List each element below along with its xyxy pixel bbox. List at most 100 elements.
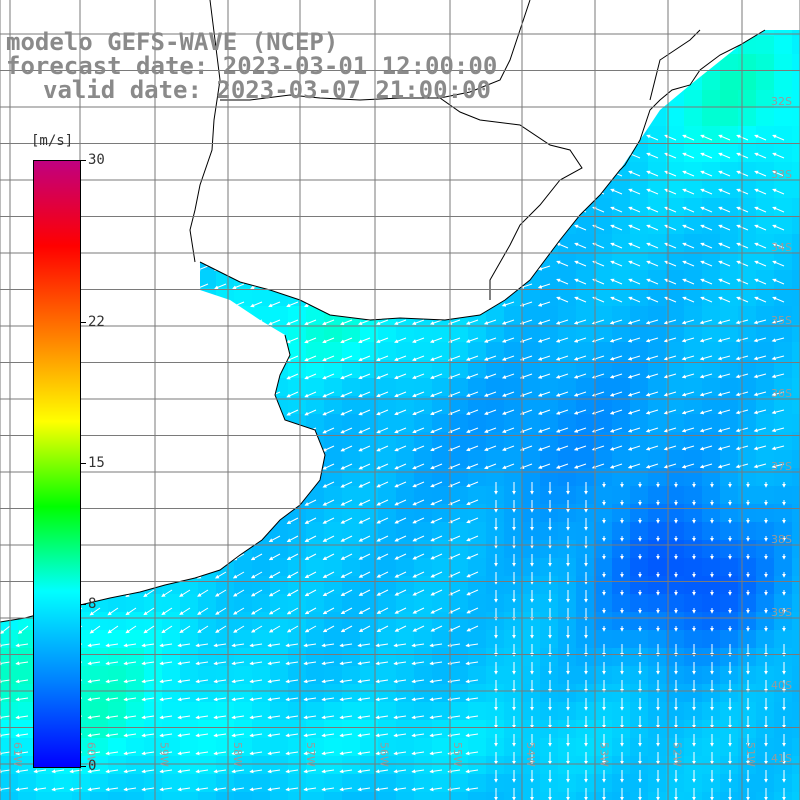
wind-speed-cell — [702, 558, 720, 576]
wind-speed-cell — [738, 234, 756, 252]
wind-speed-cell — [432, 576, 450, 594]
wind-speed-cell — [666, 576, 684, 594]
wind-speed-cell — [414, 414, 432, 432]
wind-speed-cell — [630, 720, 648, 738]
wind-speed-cell — [792, 396, 800, 414]
wind-speed-cell — [594, 378, 612, 396]
wind-speed-cell — [666, 468, 684, 486]
wind-arrow — [501, 355, 515, 361]
wind-speed-cell — [720, 414, 738, 432]
wind-arrow — [555, 319, 569, 325]
wind-speed-cell — [792, 576, 800, 594]
wind-speed-cell — [702, 414, 720, 432]
wind-speed-cell — [666, 486, 684, 504]
longitude-label: 53W — [597, 742, 610, 767]
wind-speed-cell — [774, 720, 792, 738]
wind-arrow — [772, 152, 785, 159]
wind-speed-cell — [486, 306, 504, 324]
wind-speed-cell — [558, 342, 576, 360]
wind-speed-cell — [378, 396, 396, 414]
wind-speed-cell — [756, 558, 774, 576]
wind-speed-cell — [432, 666, 450, 684]
wind-speed-cell — [522, 414, 540, 432]
wind-speed-cell — [324, 558, 342, 576]
wind-speed-cell — [486, 648, 504, 666]
wind-speed-cell — [360, 342, 378, 360]
wind-arrow — [573, 319, 587, 325]
wind-speed-cell — [18, 702, 36, 720]
wind-speed-cell — [702, 252, 720, 270]
wind-speed-cell — [702, 504, 720, 522]
wind-speed-cell — [216, 576, 234, 594]
wind-speed-cell — [630, 252, 648, 270]
wind-speed-cell — [342, 720, 360, 738]
wind-arrow — [574, 224, 587, 231]
wind-arrow — [483, 337, 497, 343]
wind-speed-cell — [216, 684, 234, 702]
wind-speed-cell — [648, 126, 666, 144]
wind-speed-cell — [738, 162, 756, 180]
wind-speed-cell — [522, 684, 540, 702]
wind-speed-cell — [576, 594, 594, 612]
wind-speed-cell — [396, 558, 414, 576]
wind-speed-cell — [540, 684, 558, 702]
wind-speed-cell — [396, 342, 414, 360]
wind-speed-cell — [198, 702, 216, 720]
wind-speed-cell — [108, 756, 126, 774]
wind-arrow — [663, 319, 677, 325]
wind-speed-cell — [360, 792, 378, 800]
wind-arrow — [681, 355, 695, 361]
wind-speed-cell — [594, 414, 612, 432]
wind-arrow — [214, 283, 227, 290]
wind-speed-cell — [720, 702, 738, 720]
wind-speed-cell — [648, 378, 666, 396]
wind-speed-cell — [774, 576, 792, 594]
wind-speed-cell — [594, 486, 612, 504]
wind-speed-cell — [612, 684, 630, 702]
wind-speed-cell — [522, 738, 540, 756]
wind-speed-cell — [756, 630, 774, 648]
wind-speed-cell — [630, 702, 648, 720]
wind-speed-cell — [666, 324, 684, 342]
wind-arrow — [519, 355, 533, 361]
wind-speed-cell — [306, 612, 324, 630]
wind-speed-cell — [612, 252, 630, 270]
longitude-label: 58W — [231, 742, 244, 767]
wind-speed-cell — [648, 720, 666, 738]
wind-speed-cell — [486, 576, 504, 594]
wind-speed-cell — [162, 594, 180, 612]
wind-speed-cell — [486, 360, 504, 378]
wind-speed-cell — [738, 792, 756, 800]
wind-arrow — [754, 278, 767, 285]
wind-speed-cell — [756, 450, 774, 468]
wind-speed-cell — [756, 216, 774, 234]
wind-speed-cell — [774, 342, 792, 360]
wind-speed-cell — [144, 594, 162, 612]
wind-speed-cell — [720, 684, 738, 702]
wind-speed-cell — [576, 792, 594, 800]
wind-speed-cell — [540, 432, 558, 450]
wind-speed-cell — [576, 756, 594, 774]
wind-speed-cell — [612, 342, 630, 360]
wind-speed-cell — [738, 648, 756, 666]
wind-speed-cell — [414, 594, 432, 612]
wind-speed-cell — [270, 720, 288, 738]
wind-speed-cell — [738, 72, 756, 90]
wind-speed-cell — [612, 540, 630, 558]
wind-speed-cell — [738, 180, 756, 198]
wind-arrow — [646, 296, 659, 303]
wind-speed-cell — [324, 468, 342, 486]
wind-speed-cell — [450, 630, 468, 648]
wind-speed-cell — [720, 504, 738, 522]
wind-speed-cell — [342, 792, 360, 800]
wind-speed-cell — [342, 360, 360, 378]
wind-speed-cell — [594, 738, 612, 756]
wind-speed-cell — [360, 522, 378, 540]
wind-speed-cell — [720, 306, 738, 324]
wind-speed-cell — [540, 702, 558, 720]
wind-speed-cell — [18, 666, 36, 684]
wind-speed-cell — [792, 558, 800, 576]
wind-speed-cell — [630, 594, 648, 612]
wind-speed-cell — [504, 522, 522, 540]
